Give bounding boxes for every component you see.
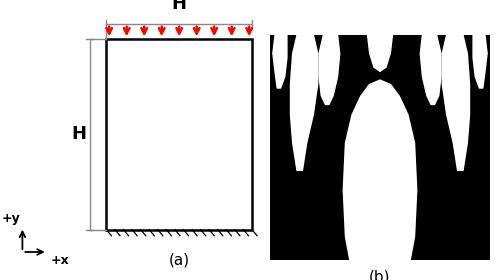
Text: H: H — [71, 125, 86, 143]
Polygon shape — [290, 35, 318, 171]
Polygon shape — [420, 35, 442, 105]
Polygon shape — [472, 35, 488, 89]
Text: H: H — [172, 0, 186, 13]
Text: +y: +y — [2, 213, 21, 225]
Text: (a): (a) — [168, 253, 190, 268]
Polygon shape — [367, 35, 393, 72]
Text: +x: +x — [50, 254, 69, 267]
Text: (b): (b) — [369, 269, 391, 280]
Polygon shape — [272, 35, 287, 89]
Bar — [106, 39, 252, 230]
Polygon shape — [442, 35, 470, 171]
Polygon shape — [318, 35, 340, 105]
Polygon shape — [342, 79, 417, 260]
